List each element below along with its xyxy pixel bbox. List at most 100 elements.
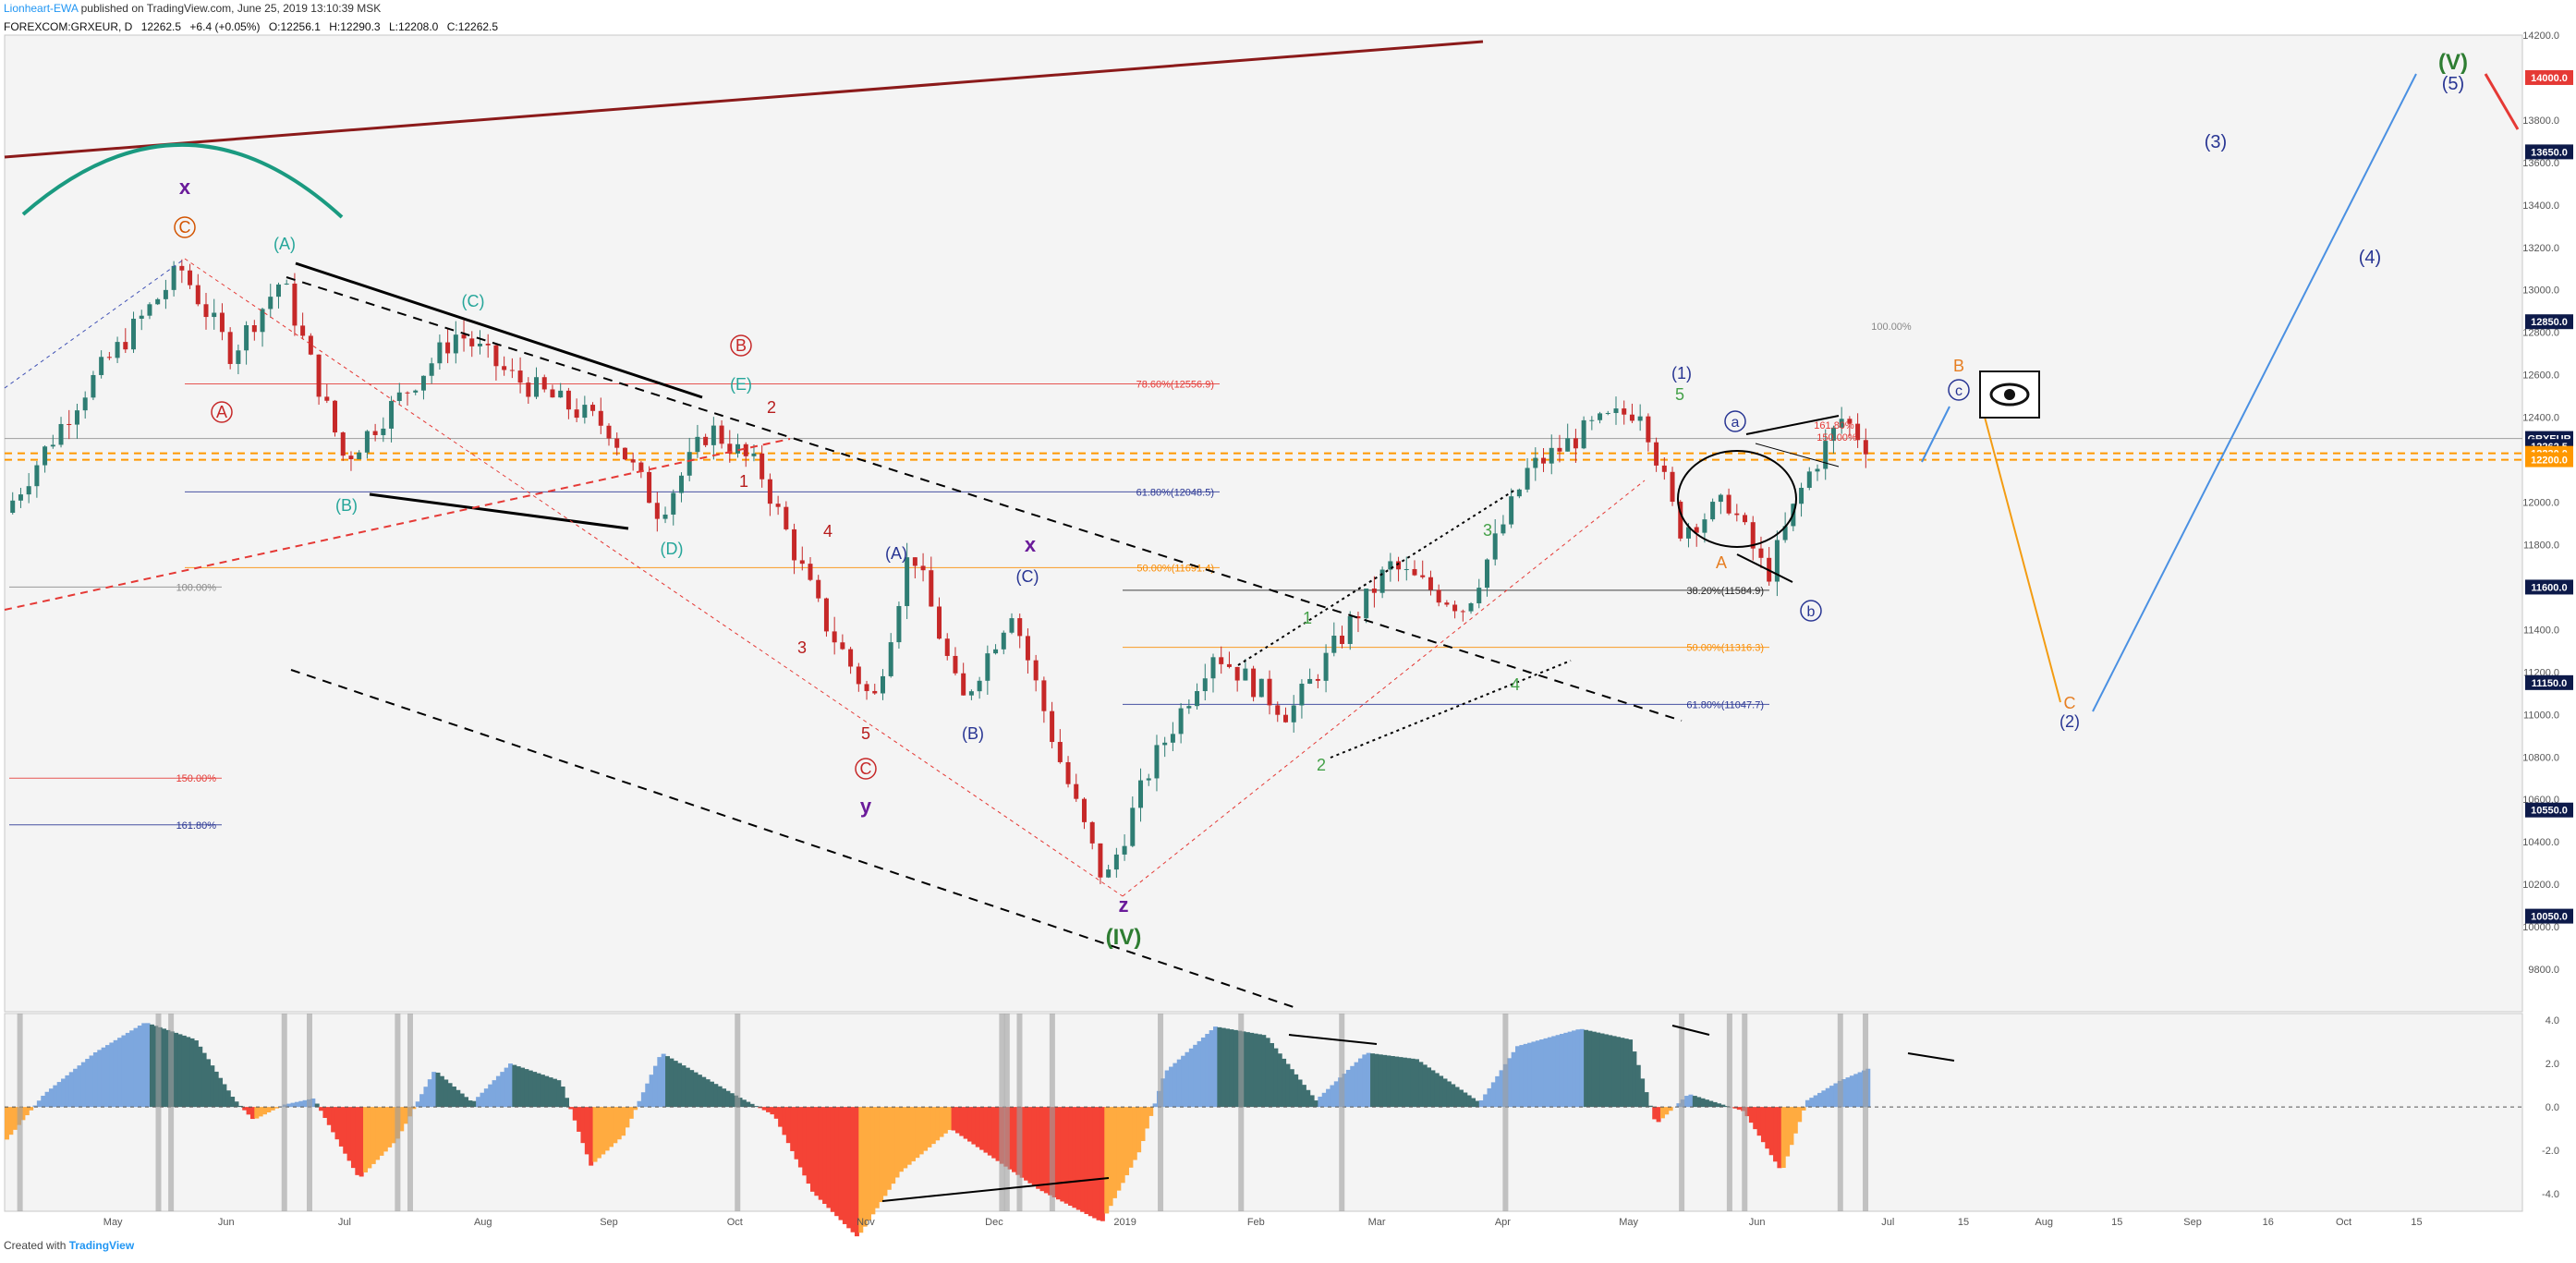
oscillator-bar xyxy=(1024,1107,1029,1181)
oscillator-bar xyxy=(568,1107,574,1110)
oscillator-bar xyxy=(870,1107,876,1215)
candle-body xyxy=(541,377,547,390)
oscillator-bar xyxy=(778,1107,784,1127)
oscillator-bar xyxy=(338,1107,344,1147)
oscillator-bar xyxy=(1333,1081,1339,1108)
oscillator-bar xyxy=(1084,1107,1089,1215)
trend-line xyxy=(881,1177,1110,1202)
oscillator-bar xyxy=(1273,1048,1279,1108)
oscillator-bar xyxy=(749,1103,755,1108)
candle-body xyxy=(1452,604,1458,612)
oscillator-bar xyxy=(822,1107,828,1205)
oscillator-bar xyxy=(722,1088,727,1108)
candle-body xyxy=(1323,652,1329,681)
fib-level-label: 61.80%(12048.5) xyxy=(1136,487,1214,498)
oscillator-bar xyxy=(1185,1051,1190,1108)
oscillator-bar xyxy=(32,1105,38,1108)
candle-body xyxy=(1622,408,1627,415)
oscillator-bar xyxy=(504,1067,509,1108)
wave-label: B xyxy=(735,336,747,355)
oscillator-bar xyxy=(814,1107,820,1196)
oscillator-bar xyxy=(923,1107,929,1151)
tradingview-logo[interactable]: TradingView xyxy=(68,1239,135,1252)
oscillator-bar xyxy=(1427,1067,1432,1108)
wave-label-circle xyxy=(855,758,877,780)
oscillator-bar xyxy=(1415,1059,1419,1108)
oscillator-bar xyxy=(858,1107,864,1233)
candle-body xyxy=(171,265,176,290)
oscillator-bar xyxy=(363,1107,368,1172)
oscillator-bar xyxy=(1551,1036,1557,1108)
oscillator-bar xyxy=(1495,1075,1501,1108)
candle-body xyxy=(43,446,48,466)
oscillator-bar xyxy=(1656,1107,1661,1123)
candle-body xyxy=(1371,589,1377,593)
oscillator-bar xyxy=(1567,1031,1573,1108)
candle-body xyxy=(106,357,112,358)
candle-body xyxy=(493,345,499,367)
candle-body xyxy=(1081,798,1087,822)
wave-label: (1) xyxy=(1671,364,1692,383)
oscillator-bar xyxy=(1515,1046,1520,1108)
oscillator-bar xyxy=(1181,1055,1186,1108)
candle-body xyxy=(1396,561,1402,570)
price-pane[interactable] xyxy=(4,34,2523,1013)
oscillator-bar xyxy=(383,1107,388,1152)
oscillator-bar xyxy=(133,1027,139,1108)
oscillator-bar xyxy=(246,1107,251,1115)
candle-body xyxy=(1347,615,1353,645)
candle-body xyxy=(188,270,193,285)
oscillator-bar xyxy=(149,1024,154,1108)
oscillator-bar xyxy=(661,1053,666,1108)
eye-icon xyxy=(1989,383,2030,407)
open-value: O:12256.1 xyxy=(268,20,321,33)
wave-label: 100.00% xyxy=(1871,322,1912,333)
candle-body xyxy=(534,377,540,397)
oscillator-bar xyxy=(427,1079,432,1108)
candle-body xyxy=(622,447,627,460)
oscillator-bar xyxy=(65,1075,70,1108)
trend-line xyxy=(1288,1034,1378,1045)
wave-label-circle xyxy=(1800,600,1822,622)
oscillator-bar xyxy=(391,1107,396,1144)
wave-label: 4 xyxy=(1511,675,1520,694)
trend-line xyxy=(2484,73,2520,130)
candle-body xyxy=(977,680,982,692)
author-name[interactable]: Lionheart-EWA xyxy=(4,2,79,15)
candle-body xyxy=(123,342,128,350)
oscillator-marker xyxy=(1679,1014,1685,1211)
candle-body xyxy=(993,649,999,654)
candle-body xyxy=(1178,708,1184,735)
candle-body xyxy=(1799,487,1804,504)
oscillator-bar xyxy=(1454,1087,1460,1108)
candle-body xyxy=(139,315,144,319)
price-level-badge-label: 12200.0 xyxy=(2531,455,2568,467)
candle-body xyxy=(695,436,700,453)
y-tick-label: 12600.0 xyxy=(2522,370,2559,382)
oscillator-bar xyxy=(431,1072,437,1108)
symbol-name: FOREXCOM:GRXEUR, D xyxy=(4,20,133,33)
wave-label: 5 xyxy=(1675,385,1684,404)
oscillator-bar xyxy=(1012,1107,1016,1172)
oscillator-bar xyxy=(1471,1098,1476,1108)
oscillator-bar xyxy=(1616,1037,1621,1108)
oscillator-bar xyxy=(355,1107,360,1175)
oscillator-bar xyxy=(1628,1039,1634,1108)
oscillator-bar xyxy=(1277,1053,1282,1108)
oscillator-bar xyxy=(1362,1054,1367,1108)
candle-body xyxy=(751,453,757,456)
oscillator-bar xyxy=(1664,1107,1670,1115)
wave-label: A xyxy=(216,403,227,421)
candle-body xyxy=(1025,636,1030,661)
oscillator-bar xyxy=(1720,1104,1726,1108)
candle-body xyxy=(767,479,772,504)
wave-label: 2 xyxy=(1317,756,1326,774)
oscillator-bar xyxy=(886,1107,892,1190)
price-level-badge xyxy=(2525,802,2573,818)
oscillator-bar xyxy=(1330,1085,1335,1108)
candle-body xyxy=(1291,705,1296,723)
oscillator-marker xyxy=(1049,1014,1055,1211)
wave-label: (5) xyxy=(2442,74,2464,94)
oscillator-bar xyxy=(1075,1107,1081,1210)
